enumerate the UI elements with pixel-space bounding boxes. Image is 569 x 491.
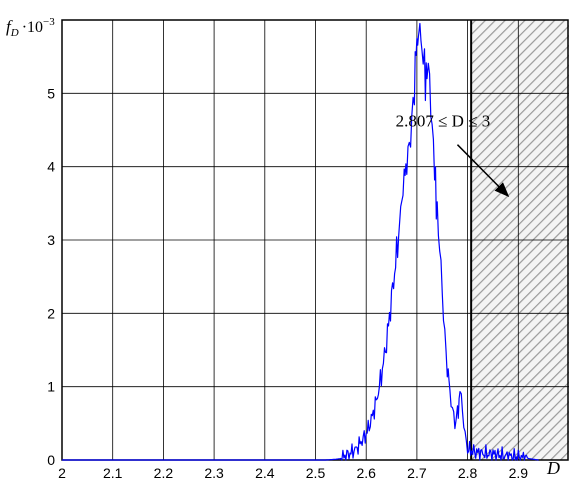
x-tick-label: 2.6 — [356, 465, 376, 481]
y-tick-label: 5 — [47, 85, 55, 101]
x-tick-label: 2.2 — [154, 465, 174, 481]
grid-lines — [62, 20, 569, 460]
x-tick-label: 2.4 — [255, 465, 275, 481]
x-tick-label: 2.5 — [306, 465, 326, 481]
y-label-main: f — [6, 17, 13, 36]
y-tick-label: 1 — [47, 379, 55, 395]
annotation-arrow — [456, 144, 510, 198]
y-tick-label: 3 — [47, 232, 55, 248]
y-axis-label: fD ·10−3 — [6, 16, 55, 39]
y-label-sub: D — [10, 27, 19, 39]
x-tick-label: 2.9 — [509, 465, 529, 481]
y-tick-label: 0 — [47, 452, 55, 468]
x-axis-label: D — [546, 458, 560, 478]
x-tick-label: 2.1 — [103, 465, 123, 481]
density-series-line — [62, 22, 539, 461]
y-tick-label: 4 — [47, 159, 55, 175]
x-tick-label: 2.7 — [407, 465, 427, 481]
x-tick-label: 2.3 — [204, 465, 224, 481]
tick-labels: 2 2.1 2.2 2.3 2.4 2.5 2.6 2.7 2.8 2.9 0 1 2 3 4 5 — [47, 85, 528, 481]
y-label-exp: −3 — [43, 16, 55, 28]
y-tick-label: 2 — [47, 305, 55, 321]
y-label-mult: ·10 — [22, 19, 43, 36]
annotation-label: 2.807 ≤ D ≤ 3 — [396, 111, 491, 130]
x-tick-label: 2 — [58, 465, 66, 481]
x-tick-label: 2.8 — [458, 465, 478, 481]
